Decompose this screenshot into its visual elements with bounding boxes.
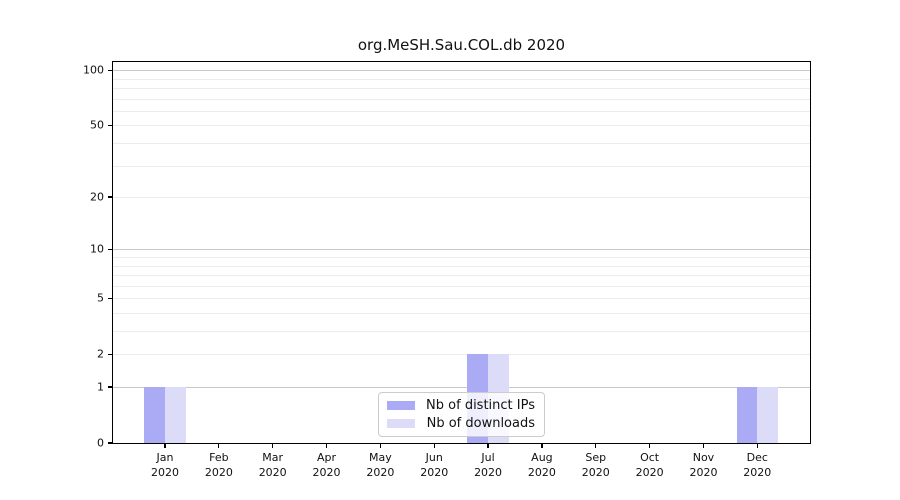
bar-distinct-ips-jan (144, 387, 165, 443)
minor-gridline (113, 78, 810, 80)
year-label: 2020 (420, 466, 449, 479)
legend-label-distinct-ips: Nb of distinct IPs (426, 398, 535, 413)
month-label: Mar (262, 451, 284, 464)
x-tick-mark (218, 443, 220, 448)
x-tick-mark (164, 443, 166, 448)
x-tick-mark (541, 443, 543, 448)
y-tick-mark (107, 196, 112, 198)
x-tick-mark (595, 443, 597, 448)
minor-gridline (113, 285, 810, 287)
y-tick-mark (107, 353, 112, 355)
x-tick-mark (272, 443, 274, 448)
y-tick-label: 2 (97, 347, 104, 361)
month-label: Sep (585, 451, 607, 464)
x-tick-label-aug: Aug 2020 (512, 450, 572, 480)
month-label: Dec (746, 451, 768, 464)
year-label: 2020 (366, 466, 395, 479)
minor-gridline (113, 257, 810, 258)
bar-downloads-jan (165, 387, 186, 443)
minor-gridline (113, 110, 810, 112)
legend-label-downloads: Nb of downloads (426, 416, 535, 431)
y-tick-label: 50 (90, 118, 104, 132)
bar-downloads-dec (757, 387, 778, 443)
major-gridline (113, 249, 810, 251)
bar-distinct-ips-dec (736, 387, 758, 443)
x-tick-label-mar: Mar 2020 (243, 450, 303, 480)
month-label: Jul (481, 451, 495, 464)
y-tick-mark (107, 248, 112, 250)
y-tick-label: 1 (97, 380, 104, 394)
y-tick-mark (107, 69, 112, 71)
y-tick-label: 10 (90, 242, 104, 256)
year-label: 2020 (743, 466, 772, 479)
minor-gridline (113, 98, 810, 100)
year-label: 2020 (527, 466, 556, 479)
year-label: 2020 (312, 466, 341, 479)
year-label: 2020 (581, 466, 610, 479)
x-tick-label-sep: Sep 2020 (566, 450, 626, 480)
x-tick-mark (325, 443, 328, 448)
minor-gridline (113, 88, 810, 90)
month-label: Jun (425, 451, 443, 464)
legend: Nb of distinct IPs Nb of downloads (378, 392, 545, 437)
month-label: Apr (317, 451, 337, 464)
month-label: Feb (209, 451, 229, 464)
year-label: 2020 (474, 466, 503, 479)
year-label: 2020 (689, 466, 718, 479)
minor-gridline (113, 354, 810, 356)
minor-gridline (113, 312, 810, 314)
x-tick-label-jun: Jun 2020 (404, 450, 464, 480)
x-tick-label-jan: Jan 2020 (135, 450, 195, 480)
x-tick-label-apr: Apr 2020 (297, 450, 357, 480)
year-label: 2020 (258, 466, 287, 479)
minor-gridline (113, 265, 810, 267)
y-tick-mark (107, 386, 112, 388)
y-tick-mark (107, 442, 112, 444)
x-tick-label-oct: Oct 2020 (620, 450, 680, 480)
month-label: Oct (640, 451, 660, 464)
x-tick-label-jul: Jul 2020 (458, 450, 518, 480)
minor-gridline (113, 197, 810, 199)
x-tick-mark (379, 443, 381, 448)
y-tick-label: 5 (97, 291, 104, 305)
y-tick-label: 20 (90, 190, 104, 204)
x-tick-mark (487, 443, 489, 448)
minor-gridline (113, 275, 810, 277)
x-tick-label-may: May 2020 (350, 450, 410, 480)
month-label: Nov (692, 451, 715, 464)
y-tick-mark (107, 124, 112, 126)
legend-entry-distinct-ips: Nb of distinct IPs (387, 398, 535, 413)
major-gridline (113, 387, 810, 388)
minor-gridline (113, 298, 810, 300)
plot-area (113, 62, 810, 443)
minor-gridline (113, 125, 810, 127)
y-tick-label: 0 (97, 436, 104, 450)
year-label: 2020 (204, 466, 233, 479)
chart-title: org.MeSH.Sau.COL.db 2020 (357, 36, 566, 54)
year-label: 2020 (151, 466, 179, 479)
month-label: Jan (156, 451, 174, 464)
x-tick-label-dec: Dec 2020 (727, 450, 787, 480)
minor-gridline (113, 165, 810, 167)
x-tick-mark (649, 443, 651, 448)
x-tick-label-feb: Feb 2020 (189, 450, 249, 480)
x-tick-label-nov: Nov 2020 (673, 450, 733, 480)
major-gridline (113, 70, 810, 72)
month-label: Aug (531, 451, 553, 464)
legend-entry-downloads: Nb of downloads (387, 416, 535, 431)
y-tick-label: 100 (83, 63, 104, 77)
minor-gridline (113, 331, 810, 333)
month-label: May (369, 451, 392, 464)
x-tick-mark (702, 443, 705, 448)
y-tick-mark (107, 297, 112, 299)
x-tick-mark (756, 443, 758, 448)
legend-swatch-downloads-icon (387, 419, 415, 428)
year-label: 2020 (635, 466, 664, 479)
x-tick-mark (433, 443, 435, 448)
minor-gridline (113, 143, 810, 145)
legend-swatch-distinct-ips-icon (387, 401, 415, 410)
